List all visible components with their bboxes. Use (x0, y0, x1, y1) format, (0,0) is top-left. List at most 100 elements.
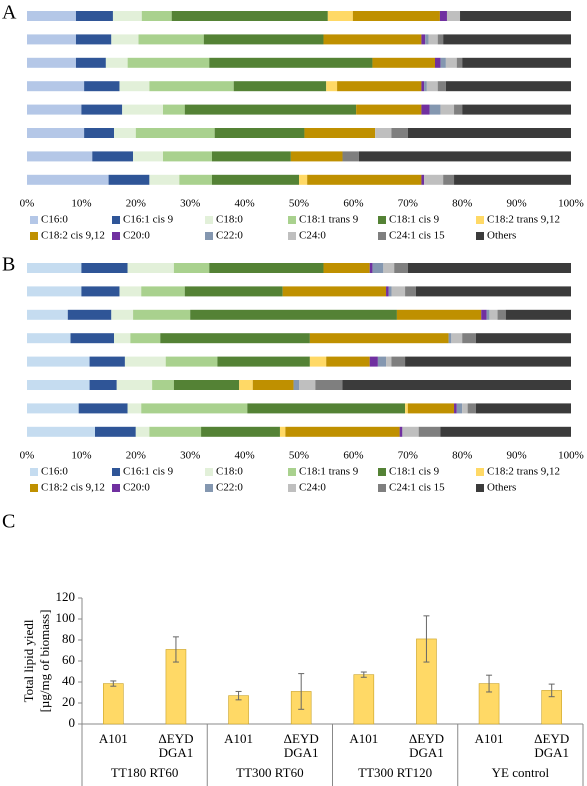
legend-label: C24:1 cis 15 (389, 482, 445, 494)
bar-segment (418, 426, 441, 437)
y-tick-label: 20 (62, 694, 75, 709)
bar-segment (377, 356, 387, 367)
bar (103, 683, 124, 725)
bar-segment (369, 263, 373, 273)
legend-label: C18:1 cis 9 (389, 466, 440, 478)
legend-swatch (378, 468, 386, 476)
x-tick-label: DGA1 (409, 745, 444, 760)
bar-segment (141, 11, 172, 21)
x-tick-label: A101 (224, 731, 253, 746)
y-tick-label: 120 (56, 589, 76, 604)
bar-segment (421, 34, 426, 45)
bar-segment (462, 403, 468, 414)
bar-segment (179, 174, 212, 185)
bar-segment (127, 263, 174, 273)
bar-segment (421, 81, 425, 92)
x-tick-label: 70% (398, 198, 418, 210)
bar-segment (149, 174, 180, 185)
bar-segment (352, 11, 440, 21)
bar-segment (27, 34, 76, 45)
legend-label: C18:0 (216, 214, 243, 226)
bar-segment (372, 57, 435, 68)
bar-segment (456, 403, 463, 414)
bar-segment (290, 151, 343, 162)
legend-label: C22:0 (216, 482, 243, 494)
x-tick-label: 0% (20, 450, 35, 462)
bar-segment (112, 11, 142, 21)
bar-segment (440, 426, 571, 437)
legend-swatch (205, 484, 213, 492)
error-bar (360, 671, 367, 678)
legend-swatch (476, 484, 484, 492)
legend-swatch (30, 468, 38, 476)
bar-segment (190, 309, 397, 320)
bar-segment (141, 286, 185, 297)
x-tick-label: A101 (99, 731, 128, 746)
bar-segment (95, 426, 136, 437)
bar-segment (405, 403, 408, 414)
legend-label: C18:2 cis 9,12 (41, 482, 105, 494)
bar-segment (27, 356, 90, 367)
legend-label: C18:2 trans 9,12 (487, 466, 560, 478)
group-label: TT180 RT60 (111, 765, 178, 780)
x-tick-label: 40% (235, 450, 255, 462)
bar-segment (127, 403, 142, 414)
x-tick-label: 70% (398, 450, 418, 462)
legend-swatch (205, 232, 213, 240)
bar-segment (27, 104, 82, 115)
bar-segment (239, 380, 253, 390)
legend-label: C16:0 (41, 214, 68, 226)
bar-segment (396, 309, 482, 320)
bar-segment (489, 309, 498, 320)
bar-segment (252, 380, 294, 390)
panel-label: A (2, 2, 17, 24)
bar-segment (92, 151, 134, 162)
bar-segment (424, 174, 444, 185)
legend-swatch (30, 232, 38, 240)
bar-segment (105, 57, 128, 68)
bar-segment (326, 356, 370, 367)
bar-segment (454, 403, 457, 414)
bar-segment (152, 380, 174, 390)
bar-segment (445, 81, 571, 92)
legend-swatch (476, 232, 484, 240)
bar-segment (116, 380, 153, 390)
bar-segment (342, 380, 571, 390)
bar-segment (454, 104, 463, 115)
x-tick-label: 20% (126, 450, 146, 462)
bar-segment (299, 380, 316, 390)
bar-segment (358, 151, 571, 162)
error-bar (235, 690, 242, 701)
bar-segment (337, 81, 422, 92)
bar-segment (114, 128, 136, 138)
bar-segment (163, 104, 185, 115)
legend-label: C24:0 (299, 230, 326, 242)
bar-segment (27, 333, 71, 344)
bar (353, 674, 375, 725)
bar-segment (440, 104, 455, 115)
bar-segment (481, 309, 487, 320)
bar-segment (279, 426, 286, 437)
bar-segment (323, 263, 370, 273)
bar-segment (84, 81, 120, 92)
bar-segment (285, 426, 400, 437)
bar-segment (149, 81, 234, 92)
bar-segment (119, 286, 142, 297)
x-tick-label: A101 (475, 731, 504, 746)
bar-segment (388, 286, 392, 297)
y-axis-label: [µg/mg of biomass] (37, 610, 52, 713)
legend-label: C20:0 (123, 482, 150, 494)
bar-segment (163, 151, 212, 162)
x-tick-label: ΔEYD (409, 731, 444, 746)
bar-segment (386, 286, 389, 297)
bar-segment (133, 151, 163, 162)
bar-segment (446, 11, 461, 21)
bar-segment (130, 333, 161, 344)
legend-swatch (112, 468, 120, 476)
bar-segment (421, 104, 430, 115)
legend-swatch (205, 468, 213, 476)
legend-label: Others (487, 482, 516, 494)
bar-segment (383, 263, 395, 273)
bar-segment (407, 403, 455, 414)
